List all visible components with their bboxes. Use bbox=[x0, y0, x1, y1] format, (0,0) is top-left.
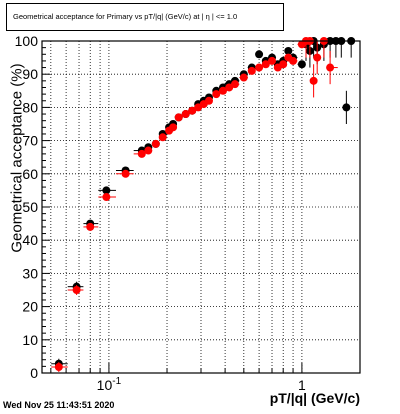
data-point bbox=[284, 46, 293, 55]
axes bbox=[41, 40, 361, 374]
tick-labels: 0 10 20 30 40 50 60 70 80 90 100 10-1 1 bbox=[15, 33, 306, 393]
data-point bbox=[102, 193, 111, 202]
data-series bbox=[51, 37, 359, 373]
data-point bbox=[255, 63, 264, 72]
data-point bbox=[289, 56, 298, 65]
series-0 bbox=[51, 37, 359, 369]
data-point bbox=[279, 60, 288, 69]
data-point bbox=[181, 110, 190, 119]
data-point bbox=[326, 63, 335, 72]
data-point bbox=[54, 363, 63, 372]
y-tick-label: 0 bbox=[30, 365, 38, 381]
y-tick-label: 90 bbox=[22, 66, 38, 82]
data-point bbox=[261, 60, 270, 69]
data-point bbox=[72, 286, 81, 294]
chart-title: Geometrical acceptance for Primary vs pT… bbox=[6, 3, 284, 31]
y-tick-label: 80 bbox=[22, 99, 38, 115]
data-point bbox=[225, 83, 234, 92]
y-tick-label: 30 bbox=[22, 265, 38, 281]
data-point bbox=[247, 66, 256, 75]
grid-lines bbox=[42, 41, 360, 373]
data-point bbox=[121, 169, 130, 178]
data-point bbox=[239, 73, 248, 82]
data-point bbox=[230, 80, 239, 89]
data-point bbox=[102, 186, 111, 195]
data-point bbox=[86, 222, 95, 231]
x-tick-label: 1 bbox=[298, 377, 306, 393]
x-tick-label: 10-1 bbox=[97, 376, 122, 393]
data-point bbox=[137, 149, 146, 158]
data-point bbox=[313, 53, 322, 62]
y-tick-label: 20 bbox=[22, 299, 38, 315]
data-point bbox=[169, 123, 178, 132]
data-point bbox=[158, 133, 167, 142]
data-point bbox=[342, 103, 351, 112]
data-point bbox=[255, 50, 264, 59]
data-point bbox=[174, 113, 183, 122]
data-point bbox=[268, 56, 277, 65]
timestamp: Wed Nov 25 11:43:51 2020 bbox=[3, 400, 115, 410]
data-point bbox=[309, 76, 318, 85]
data-point bbox=[218, 86, 227, 95]
y-tick-label: 40 bbox=[22, 232, 38, 248]
x-axis-label: pT/|q| (GeV/c) bbox=[269, 390, 360, 406]
y-tick-label: 50 bbox=[22, 199, 38, 215]
series-1 bbox=[51, 37, 338, 373]
plot-frame bbox=[41, 40, 361, 374]
y-tick-label: 70 bbox=[22, 133, 38, 149]
y-tick-label: 60 bbox=[22, 166, 38, 182]
y-tick-label: 10 bbox=[22, 332, 38, 348]
y-axis-label: Geometrical acceptance (%) bbox=[8, 63, 26, 253]
data-point bbox=[144, 146, 153, 155]
data-point bbox=[297, 60, 306, 69]
data-point bbox=[212, 90, 221, 99]
data-point bbox=[204, 96, 213, 105]
data-point bbox=[188, 106, 197, 115]
y-tick-label: 100 bbox=[15, 33, 39, 49]
data-point bbox=[151, 139, 160, 148]
